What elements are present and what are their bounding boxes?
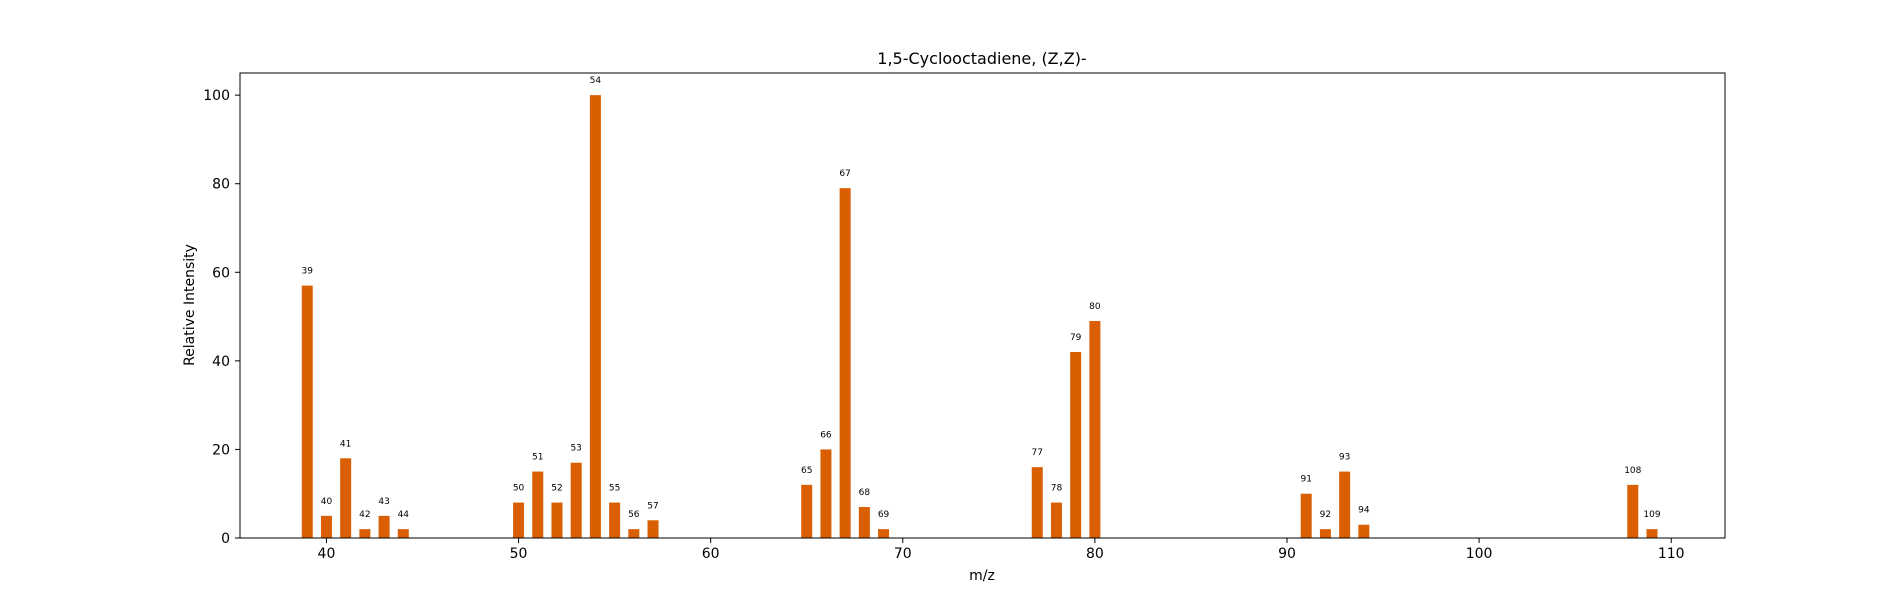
bar-label-mz-93: 93: [1339, 453, 1350, 463]
y-axis: 0 20 40 60 80 100: [203, 88, 240, 547]
y-tick-label-60: 60: [212, 265, 230, 281]
bar-label-mz-41: 41: [340, 439, 351, 449]
bar-label-mz-43: 43: [378, 497, 389, 507]
bar-mz-56: [628, 529, 640, 538]
x-tick-label-90: 90: [1278, 546, 1296, 562]
y-axis-label: Relative Intensity: [182, 244, 198, 366]
bar-label-mz-67: 67: [839, 169, 850, 179]
x-tick-label-110: 110: [1658, 546, 1685, 562]
y-tick-label-100: 100: [203, 88, 230, 104]
bar-label-mz-92: 92: [1320, 510, 1331, 520]
bar-mz-41: [340, 458, 352, 538]
x-axis-label: m/z: [969, 568, 995, 584]
bar-mz-50: [513, 502, 525, 538]
bar-label-mz-52: 52: [551, 484, 562, 494]
bar-mz-57: [647, 520, 659, 538]
bar-mz-80: [1089, 321, 1101, 538]
bar-mz-91: [1300, 493, 1312, 538]
y-tick-label-20: 20: [212, 442, 230, 458]
bar-label-mz-39: 39: [302, 267, 314, 277]
bar-mz-67: [839, 188, 851, 538]
bar-mz-55: [609, 502, 621, 538]
bar-mz-109: [1646, 529, 1658, 538]
bar-mz-77: [1031, 467, 1043, 538]
bar-mz-42: [359, 529, 371, 538]
bar-mz-78: [1050, 502, 1062, 538]
bar-mz-94: [1358, 524, 1370, 538]
bar-mz-43: [378, 515, 390, 538]
bar-label-mz-53: 53: [570, 444, 581, 454]
bar-label-mz-80: 80: [1089, 302, 1101, 312]
bar-mz-108: [1627, 484, 1639, 538]
bar-label-mz-109: 109: [1643, 510, 1660, 520]
x-tick-label-40: 40: [318, 546, 336, 562]
bar-mz-65: [801, 484, 813, 538]
bar-label-mz-50: 50: [513, 484, 525, 494]
bar-mz-93: [1339, 471, 1351, 538]
x-tick-label-70: 70: [894, 546, 912, 562]
bar-mz-79: [1070, 352, 1082, 538]
chart-title: 1,5-Cyclooctadiene, (Z,Z)-: [877, 49, 1086, 68]
bar-label-mz-40: 40: [321, 497, 333, 507]
bar-mz-68: [858, 507, 870, 538]
x-tick-label-100: 100: [1466, 546, 1493, 562]
bar-label-mz-69: 69: [878, 510, 890, 520]
bar-label-mz-66: 66: [820, 430, 832, 440]
bar-label-mz-65: 65: [801, 466, 812, 476]
bars-group: [301, 95, 1658, 538]
bar-label-mz-56: 56: [628, 510, 640, 520]
bar-label-mz-78: 78: [1051, 484, 1063, 494]
bar-label-mz-55: 55: [609, 484, 620, 494]
x-tick-label-50: 50: [510, 546, 528, 562]
y-tick-label-40: 40: [212, 354, 230, 370]
bar-label-mz-44: 44: [398, 510, 410, 520]
bar-label-mz-79: 79: [1070, 333, 1082, 343]
bar-mz-51: [532, 471, 544, 538]
x-tick-label-80: 80: [1086, 546, 1104, 562]
bar-label-mz-91: 91: [1300, 475, 1311, 485]
bar-mz-69: [878, 529, 890, 538]
y-tick-label-80: 80: [212, 177, 230, 193]
bar-label-mz-77: 77: [1032, 448, 1043, 458]
bar-mz-40: [320, 515, 332, 538]
bar-mz-52: [551, 502, 563, 538]
bar-mz-44: [397, 529, 409, 538]
x-axis: 40 50 60 70 80 90 100 110: [318, 538, 1685, 562]
bar-label-mz-57: 57: [647, 501, 658, 511]
bar-labels-group: 39 40 41 42 43 44 50 51 52 53 54 55 56 57 65 66 67 68 69 77…: [302, 76, 1661, 520]
bar-label-mz-51: 51: [532, 453, 543, 463]
bar-mz-54: [589, 95, 601, 538]
bar-label-mz-108: 108: [1624, 466, 1641, 476]
bar-label-mz-68: 68: [859, 488, 871, 498]
bar-label-mz-94: 94: [1358, 506, 1370, 516]
bar-mz-39: [301, 285, 313, 538]
bar-mz-66: [820, 449, 832, 538]
y-tick-label-0: 0: [221, 531, 230, 547]
plot-frame: [239, 72, 1726, 539]
x-tick-label-60: 60: [702, 546, 720, 562]
bar-mz-92: [1319, 529, 1331, 538]
bar-mz-53: [570, 462, 582, 538]
bar-label-mz-54: 54: [590, 76, 602, 86]
bar-label-mz-42: 42: [359, 510, 370, 520]
